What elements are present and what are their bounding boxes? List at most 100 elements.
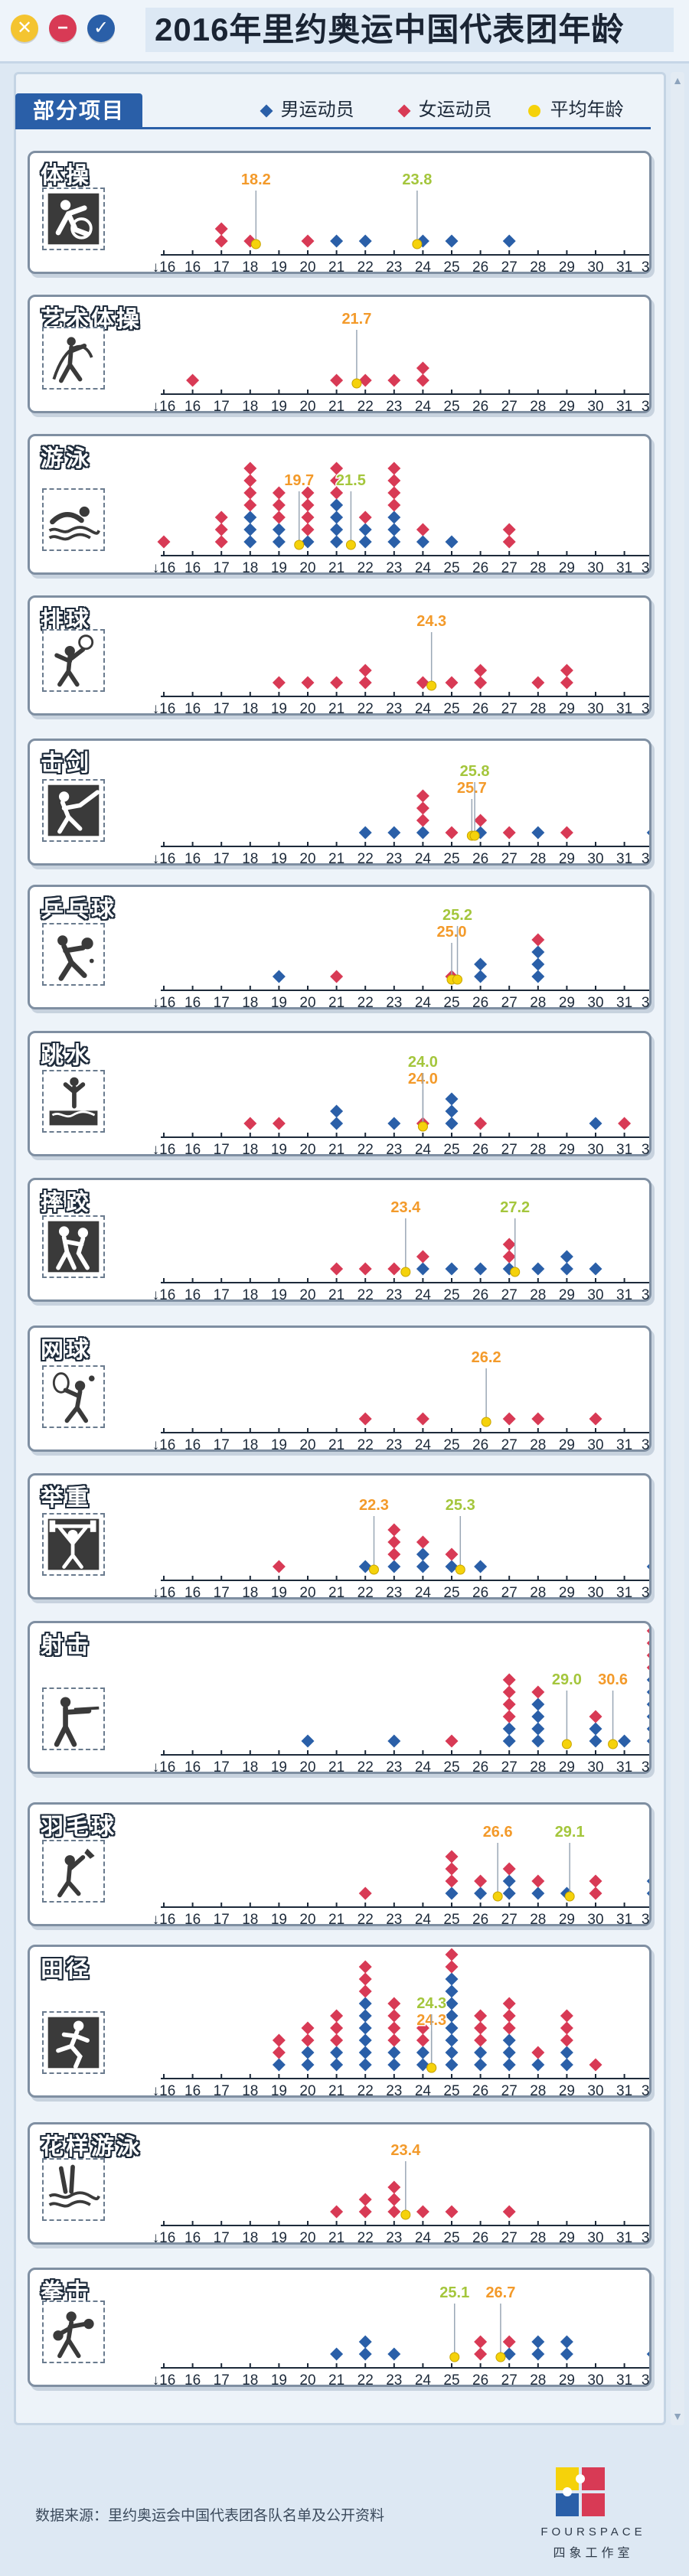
confirm-button[interactable]: ✓ (87, 15, 115, 42)
x-tick-label: 31 (616, 1912, 632, 1924)
section-divider (15, 127, 651, 129)
female-athlete-marker (445, 2205, 459, 2219)
average-age-label: 25.1 (439, 2284, 469, 2301)
male-athlete-marker (301, 2058, 315, 2072)
dot-plot: ↓161617181920212223242526272829303131↑岁2… (152, 2141, 649, 2242)
female-athlete-marker (330, 676, 344, 690)
scroll-down-icon[interactable]: ▼ (672, 2410, 683, 2422)
average-age-marker (368, 1564, 379, 1575)
female-athlete-marker (646, 1648, 649, 1662)
male-athlete-marker (358, 1997, 372, 2010)
male-athlete-marker (531, 1262, 545, 1276)
panel-swimming: 游泳 ↓16 16 17 18 19 20 21 22 23 24 25 26 27 28 29 30 31 31↑… (28, 434, 651, 575)
x-tick-label: 30 (587, 2083, 603, 2095)
x-tick-label: 21 (328, 1437, 344, 1449)
average-age-label: 23.4 (390, 1199, 421, 1216)
x-tick-label: 30 (587, 2230, 603, 2242)
male-athlete-marker (646, 1560, 649, 1573)
female-athlete-marker (445, 1850, 459, 1864)
x-tick-label: 19 (271, 560, 287, 572)
x-tick-label: 17 (214, 1759, 230, 1772)
female-athlete-marker (618, 1117, 632, 1130)
female-athlete-marker (272, 2046, 286, 2059)
x-tick-label: 27 (501, 701, 518, 713)
x-tick-label: 25 (443, 1912, 459, 1924)
female-athlete-marker (272, 498, 286, 512)
male-athlete-marker (445, 1117, 459, 1130)
scrollbar[interactable] (671, 72, 684, 2425)
female-athlete-marker (301, 676, 315, 690)
male-athlete-marker (445, 2046, 459, 2059)
x-tick-label: 24 (415, 560, 432, 572)
female-athlete-marker (272, 1117, 286, 1130)
x-tick-label: 20 (299, 1585, 315, 1597)
male-athlete-marker (330, 535, 344, 549)
scroll-up-icon[interactable]: ▲ (672, 74, 683, 86)
legend-average-label: 平均年龄 (550, 99, 624, 120)
x-tick-label: 21 (328, 1287, 344, 1299)
x-tick-label: 26 (472, 995, 488, 1007)
x-tick-label: 16 (184, 259, 201, 272)
close-button[interactable]: ✕ (11, 15, 38, 42)
female-athlete-marker (358, 1262, 372, 1276)
badminton-icon (42, 1840, 105, 1903)
x-tick-label: 17 (214, 1142, 230, 1154)
female-athlete-marker (272, 676, 286, 690)
male-athlete-marker (646, 1874, 649, 1888)
male-athlete-marker (531, 1697, 545, 1711)
dot-plot: ↓161617181920212223242526272829303131↑岁2… (152, 1823, 649, 1924)
x-tick-label: 22 (358, 1912, 374, 1924)
x-tick-label: 31↑ (642, 560, 649, 572)
x-tick-label: 22 (358, 1585, 374, 1597)
x-tick-label: ↓16 (152, 2372, 176, 2385)
female-athlete-marker (474, 2347, 488, 2361)
x-tick-label: 25 (443, 1759, 459, 1772)
male-athlete-marker (560, 2058, 573, 2072)
female-athlete-marker (387, 1523, 401, 1537)
male-athlete-marker (531, 1734, 545, 1748)
female-athlete-marker (358, 664, 372, 677)
female-athlete-marker (387, 1547, 401, 1561)
x-tick-label: 25 (443, 2372, 459, 2385)
male-athlete-marker (387, 523, 401, 536)
x-tick-label: 31 (616, 2372, 632, 2385)
male-athlete-marker (416, 1262, 429, 1276)
male-athlete-marker (330, 1117, 344, 1130)
male-athlete-marker (330, 2347, 344, 2361)
female-athlete-marker (243, 498, 257, 512)
male-athlete-marker (560, 1250, 573, 1264)
section-tab: 部分项目 (15, 93, 142, 129)
x-tick-label: 30 (587, 399, 603, 411)
female-athlete-marker (445, 1948, 459, 1961)
minimize-button[interactable]: − (49, 15, 77, 42)
panel-diving: 跳水 ↓16 16 17 18 19 20 21 22 23 24 25 26 27 28 29 30 31 31↑… (28, 1031, 651, 1156)
average-age-marker (469, 830, 480, 841)
male-athlete-marker (445, 2058, 459, 2072)
x-tick-label: 22 (358, 2372, 374, 2385)
x-tick-label: 26 (472, 1759, 488, 1772)
average-age-marker (492, 1891, 503, 1902)
female-athlete-marker (243, 1117, 257, 1130)
male-athlete-marker (445, 1997, 459, 2010)
male-athlete-marker (445, 2033, 459, 2047)
x-tick-label: 21 (328, 399, 344, 411)
x-tick-label: 29 (559, 2372, 575, 2385)
x-tick-label: 29 (559, 2230, 575, 2242)
panel-rhythmic-gymnastics: 艺术体操 ↓16 16 17 18 19 20 21 22 23 24 25 26 27 28 29 30 31 3… (28, 295, 651, 413)
x-tick-label: 31↑ (642, 1585, 649, 1597)
male-athlete-marker (416, 535, 429, 549)
x-tick-label: 27 (501, 1912, 518, 1924)
male-athlete-marker (474, 1262, 488, 1276)
male-athlete-marker (330, 498, 344, 512)
female-athlete-marker (474, 2033, 488, 2047)
x-tick-label: 21 (328, 1759, 344, 1772)
x-tick-label: 24 (415, 259, 432, 272)
female-athlete-marker (502, 1250, 516, 1264)
x-tick-label: 20 (299, 2230, 315, 2242)
x-tick-label: 22 (358, 1287, 374, 1299)
gymnastics-icon (42, 187, 105, 250)
female-athlete-marker (560, 664, 573, 677)
x-tick-label: 26 (472, 1287, 488, 1299)
x-tick-label: 19 (271, 1287, 287, 1299)
x-tick-label: ↓16 (152, 1759, 176, 1772)
